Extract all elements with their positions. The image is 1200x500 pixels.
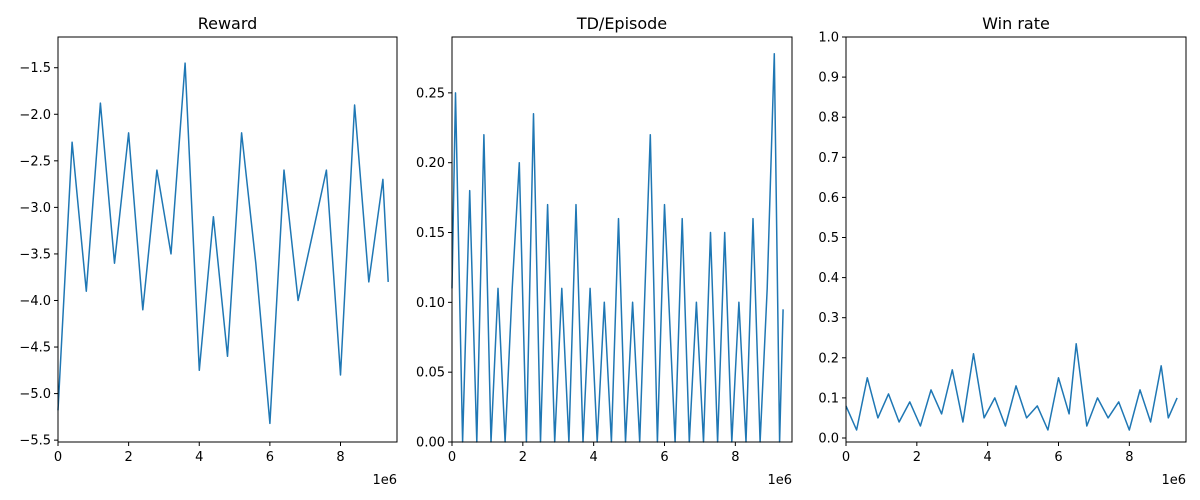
- x-tick-label: 8: [1125, 450, 1133, 465]
- x-tick-label: 0: [54, 450, 62, 465]
- chart-title: Reward: [198, 14, 258, 33]
- y-tick-label: −3.5: [19, 247, 51, 262]
- x-tick-label: 0: [448, 450, 456, 465]
- y-tick-label: −5.5: [19, 434, 51, 449]
- x-tick-label: 2: [913, 450, 921, 465]
- y-tick-label: 0.7: [818, 151, 839, 166]
- td-episode-panel: TD/Episode 0.00 0.05 0.10 0.15 0.20 0.25 0 2 4 6 8 1…: [416, 14, 793, 488]
- y-tick-label: 1.0: [818, 31, 839, 46]
- y-tick-label: 0.20: [416, 156, 445, 171]
- y-tick-label: 0.6: [818, 191, 839, 206]
- y-tick-label: 0.8: [818, 111, 839, 126]
- y-tick-label: 0.0: [818, 431, 839, 446]
- x-offset-label: 1e6: [767, 473, 792, 488]
- axes-frame: [451, 36, 793, 443]
- y-tick-label: 0.2: [818, 351, 839, 366]
- x-tick-label: 8: [336, 450, 344, 465]
- y-tick-label: −1.5: [19, 61, 51, 76]
- x-tick-label: 4: [984, 450, 992, 465]
- axes-frame: [57, 36, 398, 443]
- x-tick-label: 6: [660, 450, 668, 465]
- x-tick-label: 4: [590, 450, 598, 465]
- y-tick-label: 0.25: [416, 86, 445, 101]
- chart-title: TD/Episode: [576, 14, 667, 33]
- y-tick-label: 0.00: [416, 436, 445, 451]
- x-offset-label: 1e6: [372, 473, 397, 488]
- y-tick-label: 0.1: [818, 391, 839, 406]
- x-tick-label: 2: [124, 450, 132, 465]
- x-offset-label: 1e6: [1161, 473, 1186, 488]
- y-tick-label: −4.0: [19, 294, 51, 309]
- series-line: [451, 53, 784, 443]
- series-line: [845, 343, 1178, 431]
- reward-panel: Reward −5.5 −5.0 −4.5 −4.0 −3.5 −3.0 −2.5 −2.0 −1…: [19, 14, 398, 488]
- y-tick-label: 0.5: [818, 231, 839, 246]
- x-tick-label: 2: [519, 450, 527, 465]
- y-tick-label: 0.10: [416, 296, 445, 311]
- x-tick-label: 8: [731, 450, 739, 465]
- y-tick-label: −2.0: [19, 108, 51, 123]
- y-tick-label: 0.05: [416, 366, 445, 381]
- win-rate-panel: Win rate 0.0 0.1 0.2 0.3 0.4 0.5 0.6 0.7 0.8 0.9 1.…: [818, 14, 1187, 488]
- y-tick-label: 0.3: [818, 311, 839, 326]
- y-tick-label: 0.9: [818, 71, 839, 86]
- y-tick-label: −5.0: [19, 387, 51, 402]
- x-tick-label: 6: [266, 450, 274, 465]
- chart-title: Win rate: [982, 14, 1050, 33]
- x-tick-label: 4: [195, 450, 203, 465]
- y-tick-label: −2.5: [19, 154, 51, 169]
- series-line: [57, 62, 389, 425]
- x-tick-label: 0: [842, 450, 850, 465]
- axes-frame: [845, 36, 1187, 443]
- y-tick-label: −3.0: [19, 201, 51, 216]
- y-tick-label: −4.5: [19, 341, 51, 356]
- y-tick-label: 0.15: [416, 226, 445, 241]
- x-tick-label: 6: [1054, 450, 1062, 465]
- y-tick-label: 0.4: [818, 271, 839, 286]
